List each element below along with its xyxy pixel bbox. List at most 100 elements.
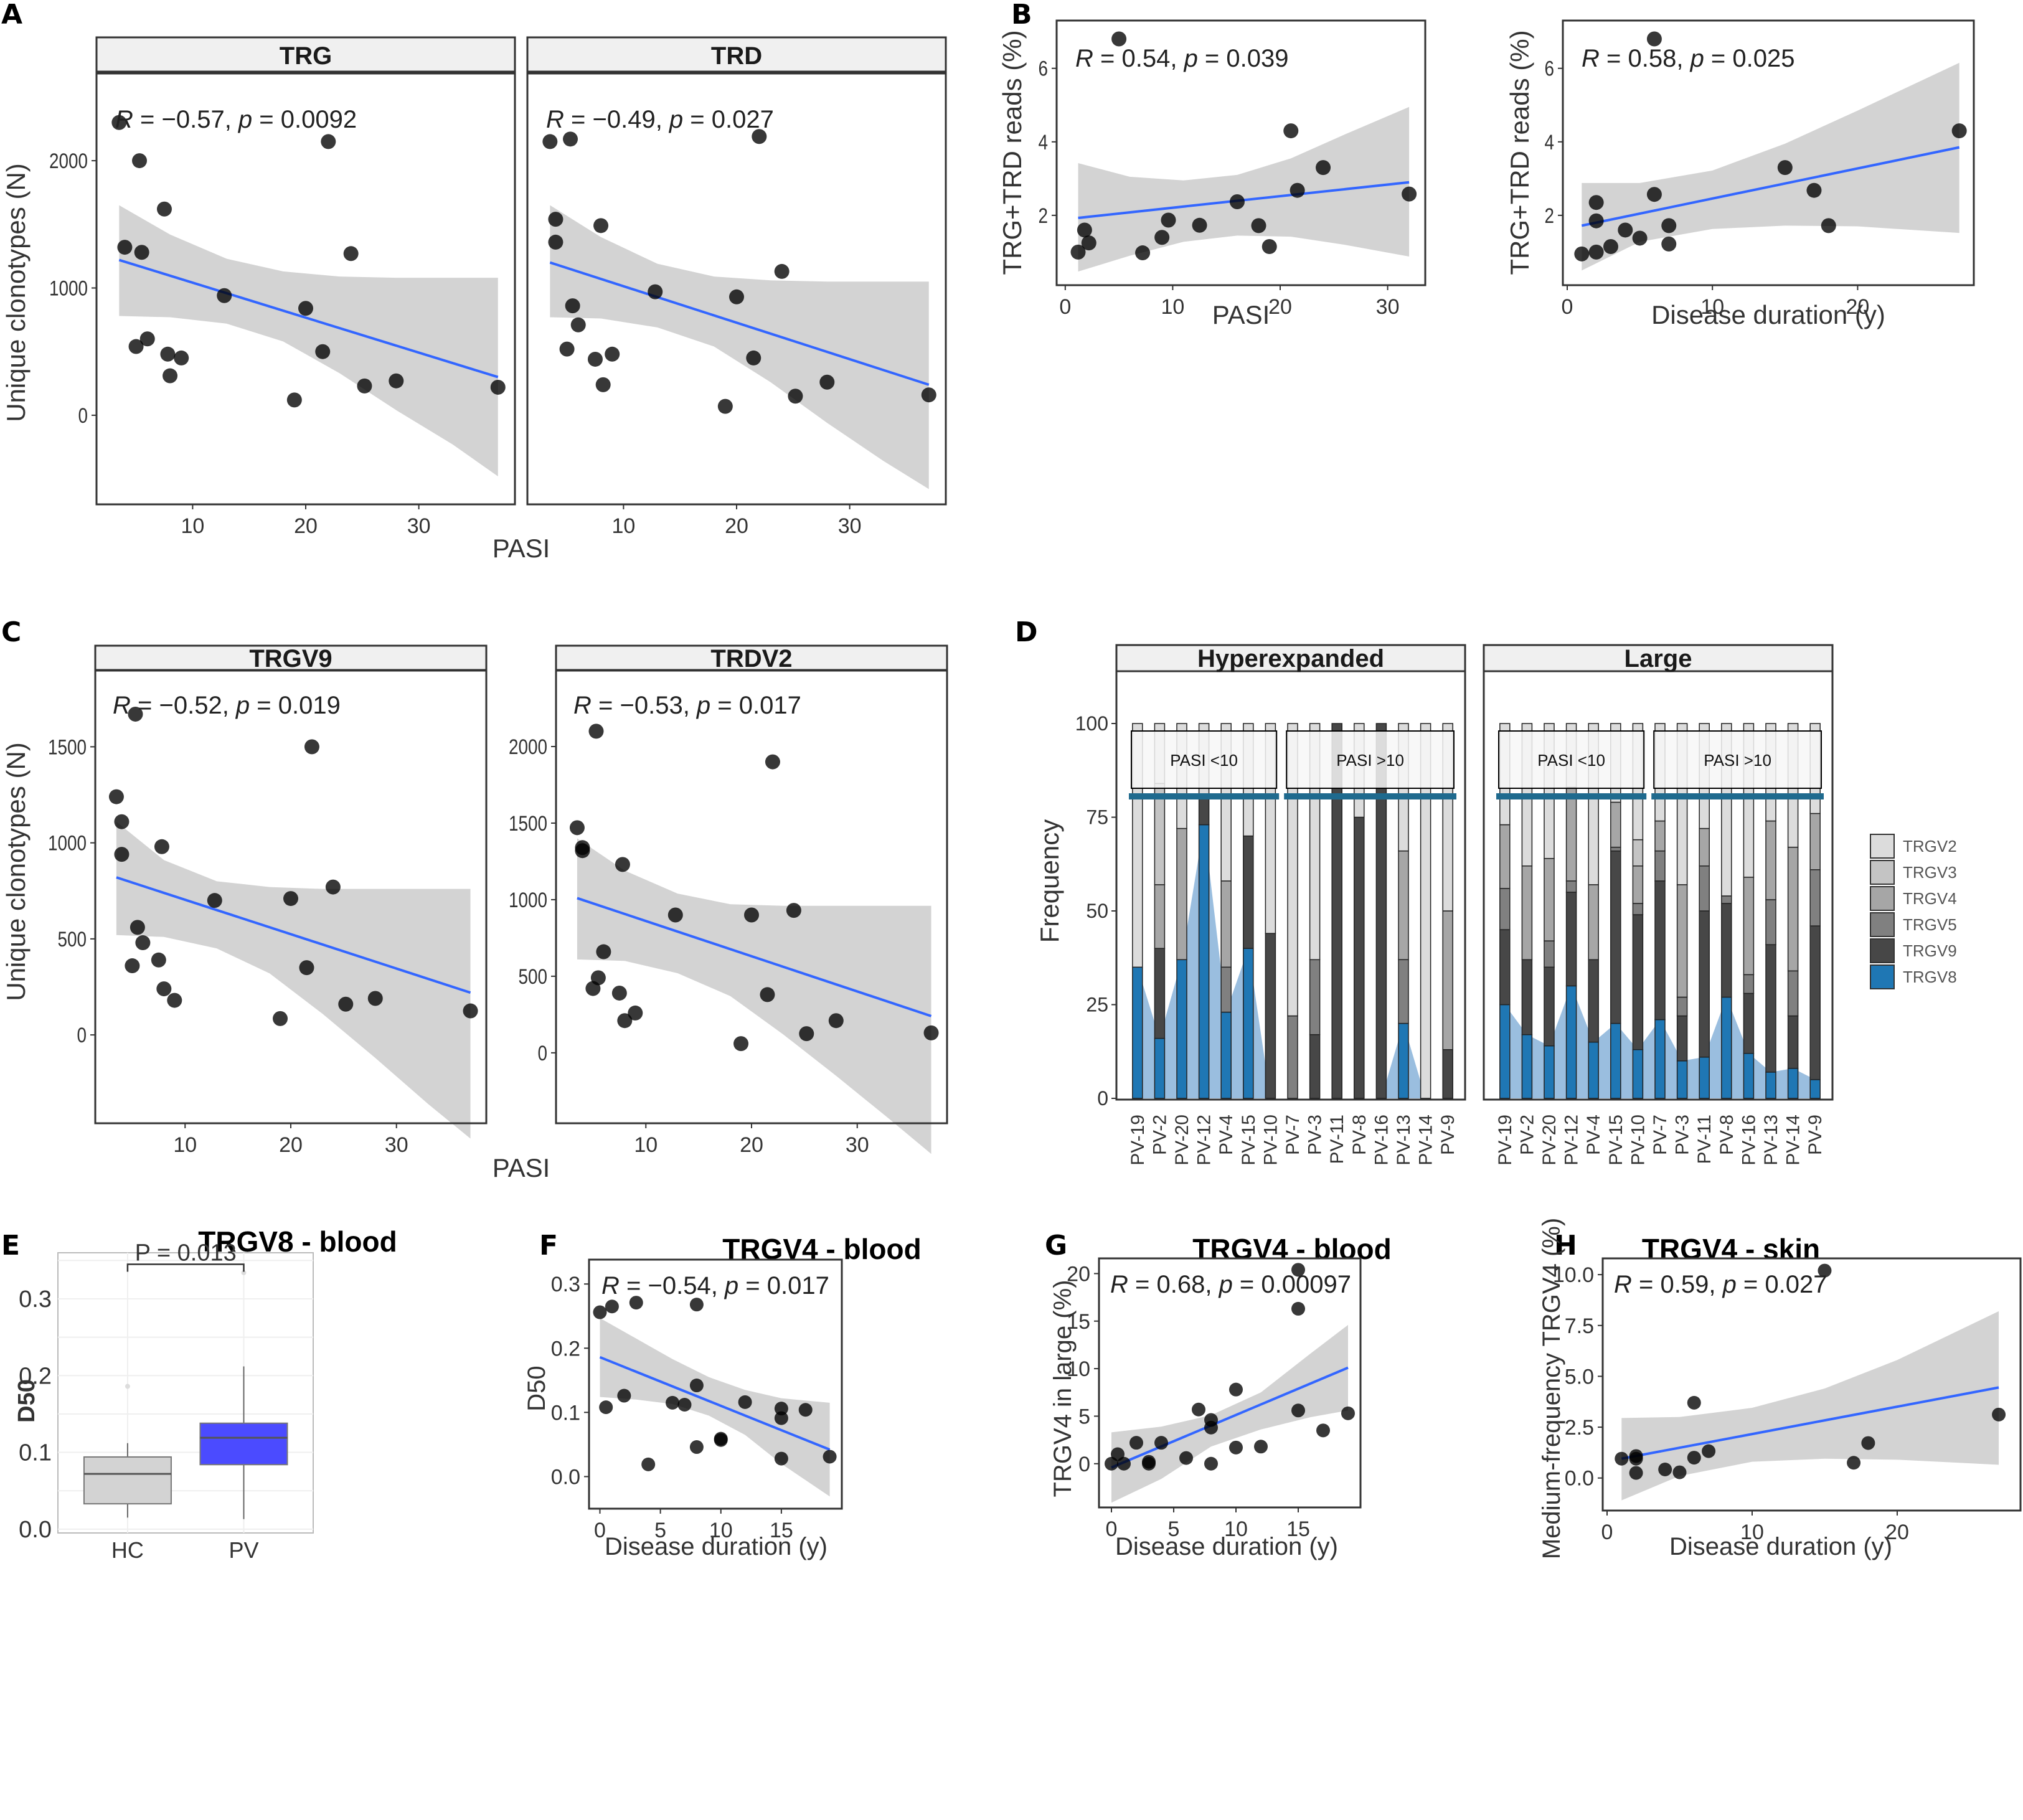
y-tick-label: 10.0 (1553, 1263, 1594, 1287)
bar-segment-trgv4 (1442, 910, 1453, 1050)
y-tick-label: 75 (1086, 806, 1108, 829)
bar-segment-trgv5 (1809, 869, 1821, 927)
data-point (729, 289, 744, 304)
data-point (714, 1431, 728, 1446)
panel-letter-b: B (1011, 0, 1032, 31)
y-tick-label: 25 (1086, 994, 1108, 1016)
facet-strip-label: Large (1625, 645, 1692, 672)
chart-title: TRGV4 - blood (1192, 1233, 1391, 1265)
bar-segment-trgv8 (1610, 1022, 1621, 1099)
bar-segment-trgv4 (1521, 865, 1533, 961)
y-axis-label: TRGV4 in large (%) (1049, 1280, 1077, 1497)
data-point (575, 843, 590, 859)
legend-label: TRGV3 (1903, 863, 1957, 882)
data-point (1081, 235, 1096, 251)
y-tick-label: 0.0 (1565, 1467, 1594, 1491)
facet-trgv9: TRGV9 0 500 1000 1500 10 20 30 R = −0.52, p = 0.… (48, 644, 488, 1157)
data-point (1615, 1451, 1629, 1466)
x-tick-label: PV-20 (1539, 1115, 1560, 1166)
regression-line (1581, 146, 1960, 227)
x-tick-label: 10 (1740, 1521, 1764, 1544)
confidence-band (577, 838, 931, 1154)
y-tick-label: 20 (1067, 1262, 1090, 1286)
y-tick-label: 2000 (509, 735, 547, 758)
data-point (774, 263, 790, 279)
scatter-pasi: 2 4 6 0 10 20 30 R = 0.54, p = 0.039 (1038, 19, 1426, 319)
data-point (765, 754, 780, 770)
correlation-annotation: R = 0.59, p = 0.027 (1614, 1271, 1827, 1298)
data-point (298, 301, 313, 316)
data-point (799, 1026, 814, 1042)
data-point (1229, 1382, 1243, 1397)
bar-segment-trgv5 (1287, 1015, 1298, 1099)
chart-title: TRGV4 - skin (1642, 1233, 1820, 1265)
x-tick-label: PV-19 (1128, 1115, 1148, 1166)
plot-frame (1055, 19, 1426, 286)
x-tick-label: PV-16 (1738, 1115, 1759, 1166)
x-tick-label: 20 (294, 514, 318, 538)
data-point (788, 389, 803, 404)
correlation-annotation: R = 0.68, p = 0.00097 (1110, 1271, 1351, 1298)
bar-segment-trgv9 (1809, 925, 1821, 1080)
y-tick-label: 2.5 (1565, 1416, 1594, 1440)
data-point (1229, 194, 1245, 210)
data-point (593, 218, 609, 233)
data-point (666, 1395, 680, 1410)
panel-h-chart: TRGV4 - skin 0.0 2.5 5.0 7.5 10.0 0 10 20 R = 0.5… (1538, 1218, 2022, 1560)
x-tick-label: PV (229, 1537, 258, 1563)
bar-segment-trgv9 (1565, 892, 1577, 987)
x-tick-label: PV-8 (1349, 1115, 1370, 1155)
data-point (117, 240, 133, 255)
y-tick-label: 0 (537, 1041, 547, 1065)
y-tick-label: 500 (57, 927, 87, 951)
data-point (1154, 230, 1170, 245)
legend-swatch-trgv4 (1870, 886, 1895, 911)
data-point (823, 1450, 837, 1464)
x-tick-label: PV-13 (1393, 1115, 1414, 1166)
x-tick-label: 10 (709, 1519, 733, 1542)
box-pv (199, 1422, 288, 1466)
bar-segment-trgv9 (1743, 993, 1755, 1054)
data-point (648, 284, 663, 299)
bar-segment-trgv9 (1309, 1034, 1321, 1099)
data-point (1254, 1440, 1268, 1454)
x-tick-label: HC (111, 1537, 144, 1563)
x-tick-label: PV-19 (1495, 1115, 1516, 1166)
regression-line (116, 876, 471, 994)
y-tick-label: 2 (1038, 204, 1048, 227)
data-point (611, 985, 627, 1001)
y-axis-label: D50 (523, 1365, 550, 1411)
data-point (559, 341, 575, 357)
bar-segment-trgv4 (1699, 827, 1710, 867)
bar-segment-trgv8 (1243, 948, 1254, 1099)
outlier-point (125, 1384, 130, 1389)
data-point (1687, 1395, 1701, 1410)
data-point (563, 131, 578, 147)
data-point (617, 1013, 633, 1029)
data-point (1821, 218, 1836, 233)
bar-segment-trgv5 (1220, 966, 1232, 1013)
legend-swatch-trgv8 (1870, 964, 1895, 989)
bar-segment-trgv8 (1565, 985, 1577, 1099)
x-tick-label: PV-15 (1238, 1115, 1259, 1166)
x-tick-label: PV-10 (1628, 1115, 1648, 1166)
y-axis-label: Unique clonotypes (N) (1, 163, 31, 422)
data-point (283, 891, 298, 907)
significance-bracket (126, 1263, 245, 1272)
x-tick-label: 15 (770, 1519, 793, 1542)
data-point (599, 1400, 613, 1415)
bar-segment-trgv5 (1787, 970, 1799, 1017)
data-point (299, 960, 314, 976)
data-point (125, 958, 140, 974)
data-point (1672, 1465, 1687, 1479)
data-point (1818, 1263, 1832, 1278)
data-point (641, 1457, 656, 1471)
x-tick-label: PV-12 (1194, 1115, 1215, 1166)
y-tick-label: 7.5 (1565, 1314, 1594, 1338)
bar-segment-trgv4 (1220, 880, 1232, 968)
bar-segment-trgv9 (1442, 1049, 1453, 1099)
bar-segment-trgv8 (1398, 1022, 1409, 1099)
y-tick-label: 0 (1097, 1087, 1108, 1110)
